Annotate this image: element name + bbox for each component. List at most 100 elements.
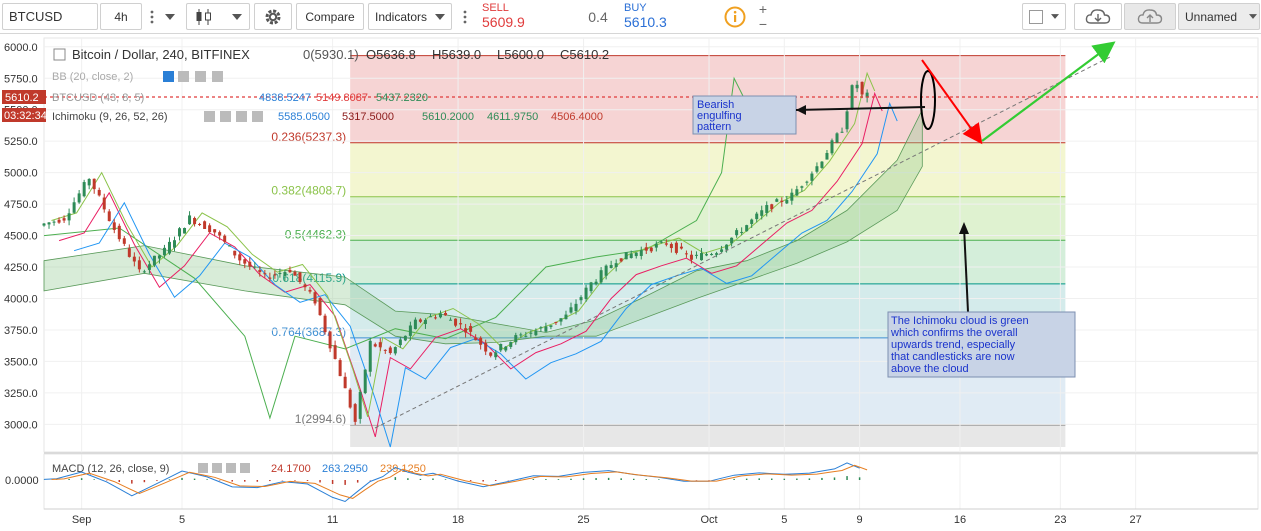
candle-body bbox=[499, 344, 502, 350]
more-vertical-icon[interactable] bbox=[144, 3, 160, 30]
candle-body bbox=[349, 390, 352, 408]
candle-body bbox=[650, 248, 653, 252]
candle-body bbox=[529, 333, 532, 334]
candle-body bbox=[645, 247, 648, 250]
envelope-value-1: 4838.5247 bbox=[259, 92, 311, 104]
envelope-legend[interactable]: BTCUSD (43, 8, 5) bbox=[52, 92, 144, 104]
candle-body bbox=[795, 189, 798, 195]
candle-body bbox=[369, 341, 372, 372]
chevron-down-icon[interactable] bbox=[160, 3, 180, 30]
spread-value: 0.4 bbox=[578, 9, 618, 25]
candle-body bbox=[861, 82, 864, 95]
candle-body bbox=[559, 318, 562, 321]
ichimoku-legend[interactable]: Ichimoku (9, 26, 52, 26) bbox=[52, 111, 168, 123]
add-icon[interactable] bbox=[226, 463, 236, 473]
settings-icon[interactable] bbox=[220, 111, 231, 122]
bb-legend[interactable]: BB (20, close, 2) bbox=[52, 71, 133, 83]
time-axis-label: 9 bbox=[857, 514, 863, 526]
settings-icon[interactable] bbox=[212, 463, 222, 473]
candle-body bbox=[68, 213, 71, 220]
buy-price: 5610.3 bbox=[624, 14, 716, 30]
candle-body bbox=[298, 272, 301, 282]
fib-label-0.382: 0.382(4808.7) bbox=[271, 184, 346, 198]
time-axis-label: 16 bbox=[954, 514, 966, 526]
candle-body bbox=[660, 242, 663, 243]
ichimoku-line-1: The Ichimoku cloud is green bbox=[891, 315, 1029, 327]
candle-body bbox=[750, 220, 753, 224]
candle-body bbox=[790, 193, 793, 201]
candle-body bbox=[103, 198, 106, 210]
layout-name-button[interactable]: Unnamed bbox=[1178, 3, 1260, 30]
compare-button[interactable]: Compare bbox=[296, 3, 364, 30]
candle-body bbox=[329, 331, 332, 348]
candle-body bbox=[334, 345, 337, 359]
candle-body bbox=[830, 140, 833, 153]
symbol-input[interactable]: BTCUSD bbox=[2, 3, 98, 30]
price-axis-label: 4250.0 bbox=[4, 262, 38, 274]
candle-body bbox=[595, 282, 598, 285]
candle-body bbox=[504, 347, 507, 351]
collapse-legend-icon[interactable] bbox=[54, 49, 65, 60]
macd-pane[interactable]: MACD (12, 26, close, 9) 24.1700 263.2950… bbox=[5, 453, 1258, 509]
chart-area[interactable]: 0.236(5237.3) 0.382(4808.7) 0.5(4462.3) 0.6… bbox=[0, 34, 1261, 528]
candle-body bbox=[570, 307, 573, 312]
time-axis[interactable]: Sep 5 11 18 25 Oct 5 9 16 23 27 bbox=[72, 514, 1142, 526]
price-axis-label: 4500.0 bbox=[4, 231, 38, 243]
candle-body bbox=[625, 252, 628, 259]
candle-body bbox=[820, 162, 823, 168]
settings-icon[interactable] bbox=[178, 71, 189, 82]
buy-button[interactable]: BUY 5610.3 bbox=[620, 0, 716, 33]
candle-body bbox=[534, 330, 537, 335]
candle-body bbox=[319, 298, 322, 315]
add-icon[interactable] bbox=[236, 111, 247, 122]
save-layout-button[interactable] bbox=[1124, 3, 1176, 30]
load-layout-button[interactable] bbox=[1074, 3, 1122, 30]
bb-legend-icons[interactable] bbox=[163, 71, 223, 82]
candle-body bbox=[810, 174, 813, 181]
legend-close: C5610.2 bbox=[560, 47, 609, 62]
info-button[interactable] bbox=[720, 3, 750, 30]
eye-icon[interactable] bbox=[204, 111, 215, 122]
time-axis-label: 27 bbox=[1130, 514, 1142, 526]
candle-body bbox=[710, 254, 713, 255]
eye-icon[interactable] bbox=[198, 463, 208, 473]
settings-button[interactable] bbox=[254, 3, 292, 30]
fib-top-label: 0(5930.1) bbox=[303, 47, 359, 62]
chart-style-button[interactable] bbox=[186, 3, 250, 30]
ichimoku-legend-icons[interactable] bbox=[204, 111, 263, 122]
last-price-tag-text: 5610.2 bbox=[5, 92, 39, 104]
add-icon[interactable] bbox=[195, 71, 206, 82]
candle-body bbox=[354, 404, 357, 422]
candle-body bbox=[444, 313, 447, 315]
close-icon[interactable] bbox=[240, 463, 250, 473]
fib-band-0.382 bbox=[350, 197, 1065, 241]
gear-icon bbox=[264, 8, 282, 26]
color-picker-button[interactable] bbox=[1022, 3, 1066, 30]
candle-body bbox=[123, 238, 126, 244]
candle-body bbox=[324, 316, 327, 332]
candle-body bbox=[228, 246, 231, 247]
sell-button[interactable]: SELL 5609.9 bbox=[474, 0, 570, 33]
candle-body bbox=[168, 242, 171, 254]
zoom-in-button[interactable]: + bbox=[754, 1, 772, 15]
candle-body bbox=[580, 297, 583, 300]
more-vertical-icon[interactable] bbox=[458, 3, 472, 30]
candle-body bbox=[384, 350, 387, 351]
candle-body bbox=[163, 248, 166, 255]
close-icon[interactable] bbox=[252, 111, 263, 122]
candle-body bbox=[851, 85, 854, 109]
price-axis-label: 4000.0 bbox=[4, 293, 38, 305]
candle-body bbox=[93, 179, 96, 189]
indicators-button[interactable]: Indicators bbox=[368, 3, 452, 30]
eye-icon[interactable] bbox=[163, 71, 174, 82]
close-icon[interactable] bbox=[212, 71, 223, 82]
candle-body bbox=[846, 111, 849, 129]
candle-body bbox=[98, 190, 101, 195]
candle-body bbox=[449, 320, 452, 321]
interval-button[interactable]: 4h bbox=[100, 3, 142, 30]
macd-legend[interactable]: MACD (12, 26, close, 9) bbox=[52, 463, 169, 475]
candle-body bbox=[610, 265, 613, 268]
time-axis-label: 25 bbox=[577, 514, 589, 526]
chart-svg[interactable]: 0.236(5237.3) 0.382(4808.7) 0.5(4462.3) 0.6… bbox=[0, 34, 1261, 528]
zoom-out-button[interactable]: − bbox=[754, 16, 772, 30]
